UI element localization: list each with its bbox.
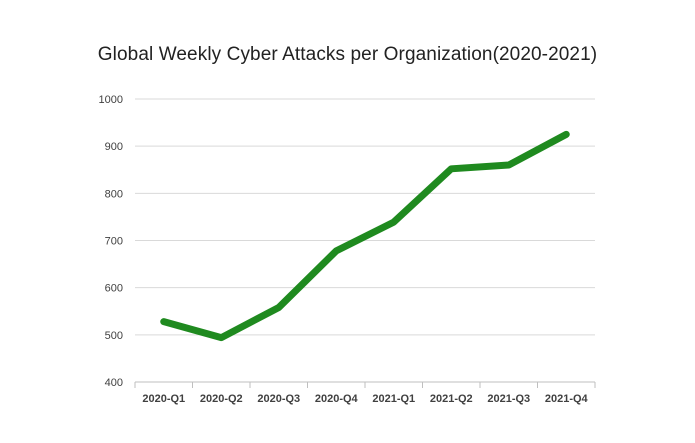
x-tick-label: 2020-Q4	[315, 393, 359, 405]
series-line	[160, 130, 570, 342]
gridlines	[135, 98, 595, 336]
y-tick-label: 600	[105, 283, 123, 295]
y-tick-label: 1000	[99, 94, 123, 106]
x-tick-label: 2021-Q3	[487, 393, 530, 405]
y-axis-ticks: 400 500 600 700 800 900 1000	[99, 94, 123, 389]
y-tick-label: 800	[105, 188, 123, 200]
x-tick-label: 2020-Q1	[142, 393, 185, 405]
x-tick-label: 2020-Q2	[200, 393, 243, 405]
x-axis: 2020-Q1 2020-Q2 2020-Q3 2020-Q4 2021-Q1 2021-…	[134, 381, 596, 405]
chart-title: Global Weekly Cyber Attacks per Organiza…	[97, 44, 598, 65]
y-tick-label: 400	[105, 377, 123, 389]
series-group	[160, 130, 570, 342]
x-tick-label: 2021-Q2	[430, 393, 473, 405]
x-tick-label: 2020-Q3	[257, 393, 300, 405]
x-tick-label: 2021-Q4	[545, 393, 589, 405]
y-tick-label: 900	[105, 141, 123, 153]
y-tick-label: 500	[105, 330, 123, 342]
x-tick-label: 2021-Q1	[372, 393, 415, 405]
y-tick-label: 700	[105, 236, 123, 248]
